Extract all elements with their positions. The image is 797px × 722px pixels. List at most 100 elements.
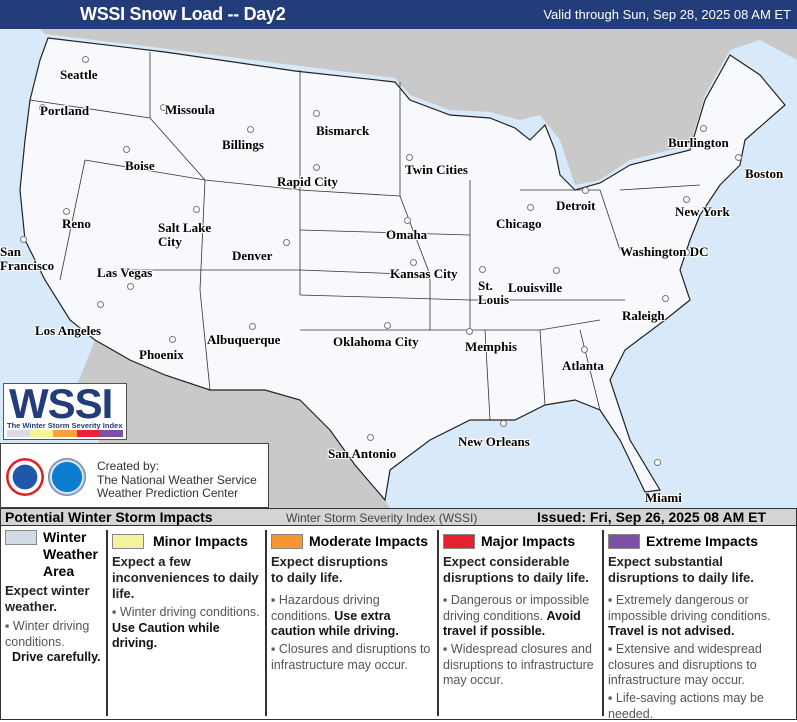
city-label: Portland [40, 103, 90, 118]
city-label: Oklahoma City [333, 334, 419, 349]
city-label: Detroit [556, 198, 596, 213]
category-lead: Expect winter weather. [5, 583, 90, 614]
city-label: Miami [645, 490, 682, 505]
city-label: Reno [62, 216, 91, 231]
city-label: Burlington [668, 135, 729, 150]
category-lead: Expect a few inconveniences to daily lif… [112, 554, 259, 601]
city-label: Los Angeles [35, 323, 102, 338]
canada-land [40, 29, 797, 185]
city-label: Denver [232, 248, 273, 263]
category-name: Minor Impacts [153, 533, 248, 549]
category-bullet: ▪ Widespread closures and disruptions to… [443, 642, 594, 687]
category-bullet: ▪ Winter driving conditions. Drive caref… [5, 619, 101, 664]
city-dot [193, 206, 200, 213]
legend-moderate: Moderate Impacts Expect disruptions to d… [265, 530, 436, 716]
logo-swatch [30, 430, 54, 437]
city-dot [283, 239, 290, 246]
city-dot [384, 322, 391, 329]
city-dot [123, 146, 130, 153]
category-lead: Expect considerable disruptions to daily… [443, 554, 589, 585]
city-dot [63, 208, 70, 215]
noaa-seal-icon [48, 458, 86, 496]
us-map[interactable]: Seattle Portland Missoula Billings Bismarck B… [0, 29, 797, 508]
credit-line: Created by: [97, 459, 160, 473]
credit-line: Weather Prediction Center [97, 486, 239, 500]
issued-time: Issued: Fri, Sep 26, 2025 08 AM ET [537, 509, 767, 525]
city-dot [654, 459, 661, 466]
city-label: Boise [125, 158, 155, 173]
legend-winter-weather: Winter Weather Area Expect winter weathe… [1, 526, 105, 716]
nws-seal-icon [6, 458, 44, 496]
city-dot [160, 104, 167, 111]
city-label: Bismarck [316, 123, 370, 138]
city-dot [410, 259, 417, 266]
category-name: Winter Weather Area [43, 529, 98, 579]
city-label: Chicago [496, 216, 542, 231]
city-dot [82, 56, 89, 63]
legend-major: Major Impacts Expect considerable disrup… [437, 530, 602, 716]
city-label: Boston [745, 166, 784, 181]
valid-time: Valid through Sun, Sep 28, 2025 08 AM ET [543, 7, 791, 22]
city-dot [404, 217, 411, 224]
city-dot [39, 104, 46, 111]
category-name: Major Impacts [481, 533, 576, 549]
city-label: San Francisco [0, 244, 55, 273]
city-label: Omaha [386, 227, 428, 242]
category-bullet: ▪ Extremely dangerous or impossible driv… [608, 593, 771, 638]
credit-line: The National Weather Service [97, 472, 257, 487]
city-label: Salt Lake City [158, 220, 212, 249]
city-label: Kansas City [390, 266, 458, 281]
category-lead: Expect substantial disruptions to daily … [608, 554, 754, 585]
swatch [5, 530, 37, 545]
category-bullet: ▪ Winter driving conditions. Use Caution… [112, 605, 260, 650]
category-bullet: ▪ Life-saving actions may be needed. [608, 691, 764, 721]
city-label: Billings [222, 137, 264, 152]
city-dot [127, 283, 134, 290]
city-label: Memphis [465, 339, 517, 354]
city-dot [466, 328, 473, 335]
city-dot [313, 110, 320, 117]
city-dot [700, 125, 707, 132]
category-lead: Expect disruptions to daily life. [271, 554, 389, 585]
title-bar: WSSI Snow Load -- Day2 Valid through Sun… [0, 0, 797, 29]
state-borders [29, 52, 701, 421]
swatch [608, 534, 640, 549]
city-dot [479, 266, 486, 273]
city-label: New York [675, 204, 730, 219]
swatch [271, 534, 303, 549]
legend-title: Potential Winter Storm Impacts [5, 509, 213, 525]
city-dot [683, 196, 690, 203]
city-label: Las Vegas [97, 265, 153, 280]
legend-minor: Minor Impacts Expect a few inconvenience… [106, 530, 265, 716]
city-label: Seattle [60, 67, 98, 82]
logo-color-bar [7, 430, 124, 437]
legend-index: Winter Storm Severity Index (WSSI) [286, 511, 478, 525]
category-bullet: ▪ Hazardous driving conditions. Use extr… [271, 593, 399, 638]
city-label: Atlanta [562, 358, 604, 373]
legend-extreme: Extreme Impacts Expect substantial disru… [602, 530, 796, 721]
city-dot [582, 187, 589, 194]
category-bullet: ▪ Extensive and widespread closures and … [608, 642, 762, 687]
city-dot [581, 346, 588, 353]
impact-legend: Winter Weather Area Expect winter weathe… [0, 526, 797, 721]
city-label: Raleigh [622, 308, 665, 323]
category-name: Extreme Impacts [646, 533, 759, 549]
city-dot [553, 267, 560, 274]
city-label: St. Louis [478, 278, 510, 307]
category-name: Moderate Impacts [309, 533, 429, 549]
city-dot [662, 295, 669, 302]
swatch [443, 534, 475, 549]
city-label: Louisville [508, 280, 563, 295]
city-dot [20, 236, 27, 243]
city-label: Rapid City [277, 174, 339, 189]
city-label: Washington DC [620, 244, 709, 259]
city-label: New Orleans [458, 434, 530, 449]
city-dot [169, 336, 176, 343]
credit-text: Created by: The National Weather Service… [97, 459, 257, 501]
logo-swatch [53, 430, 77, 437]
category-bullet: ▪ Dangerous or impossible driving condit… [443, 593, 590, 638]
city-label: Twin Cities [405, 162, 468, 177]
city-dot [367, 434, 374, 441]
city-dot [249, 323, 256, 330]
wssi-logo: WSSI The Winter Storm Severity Index [3, 380, 127, 440]
